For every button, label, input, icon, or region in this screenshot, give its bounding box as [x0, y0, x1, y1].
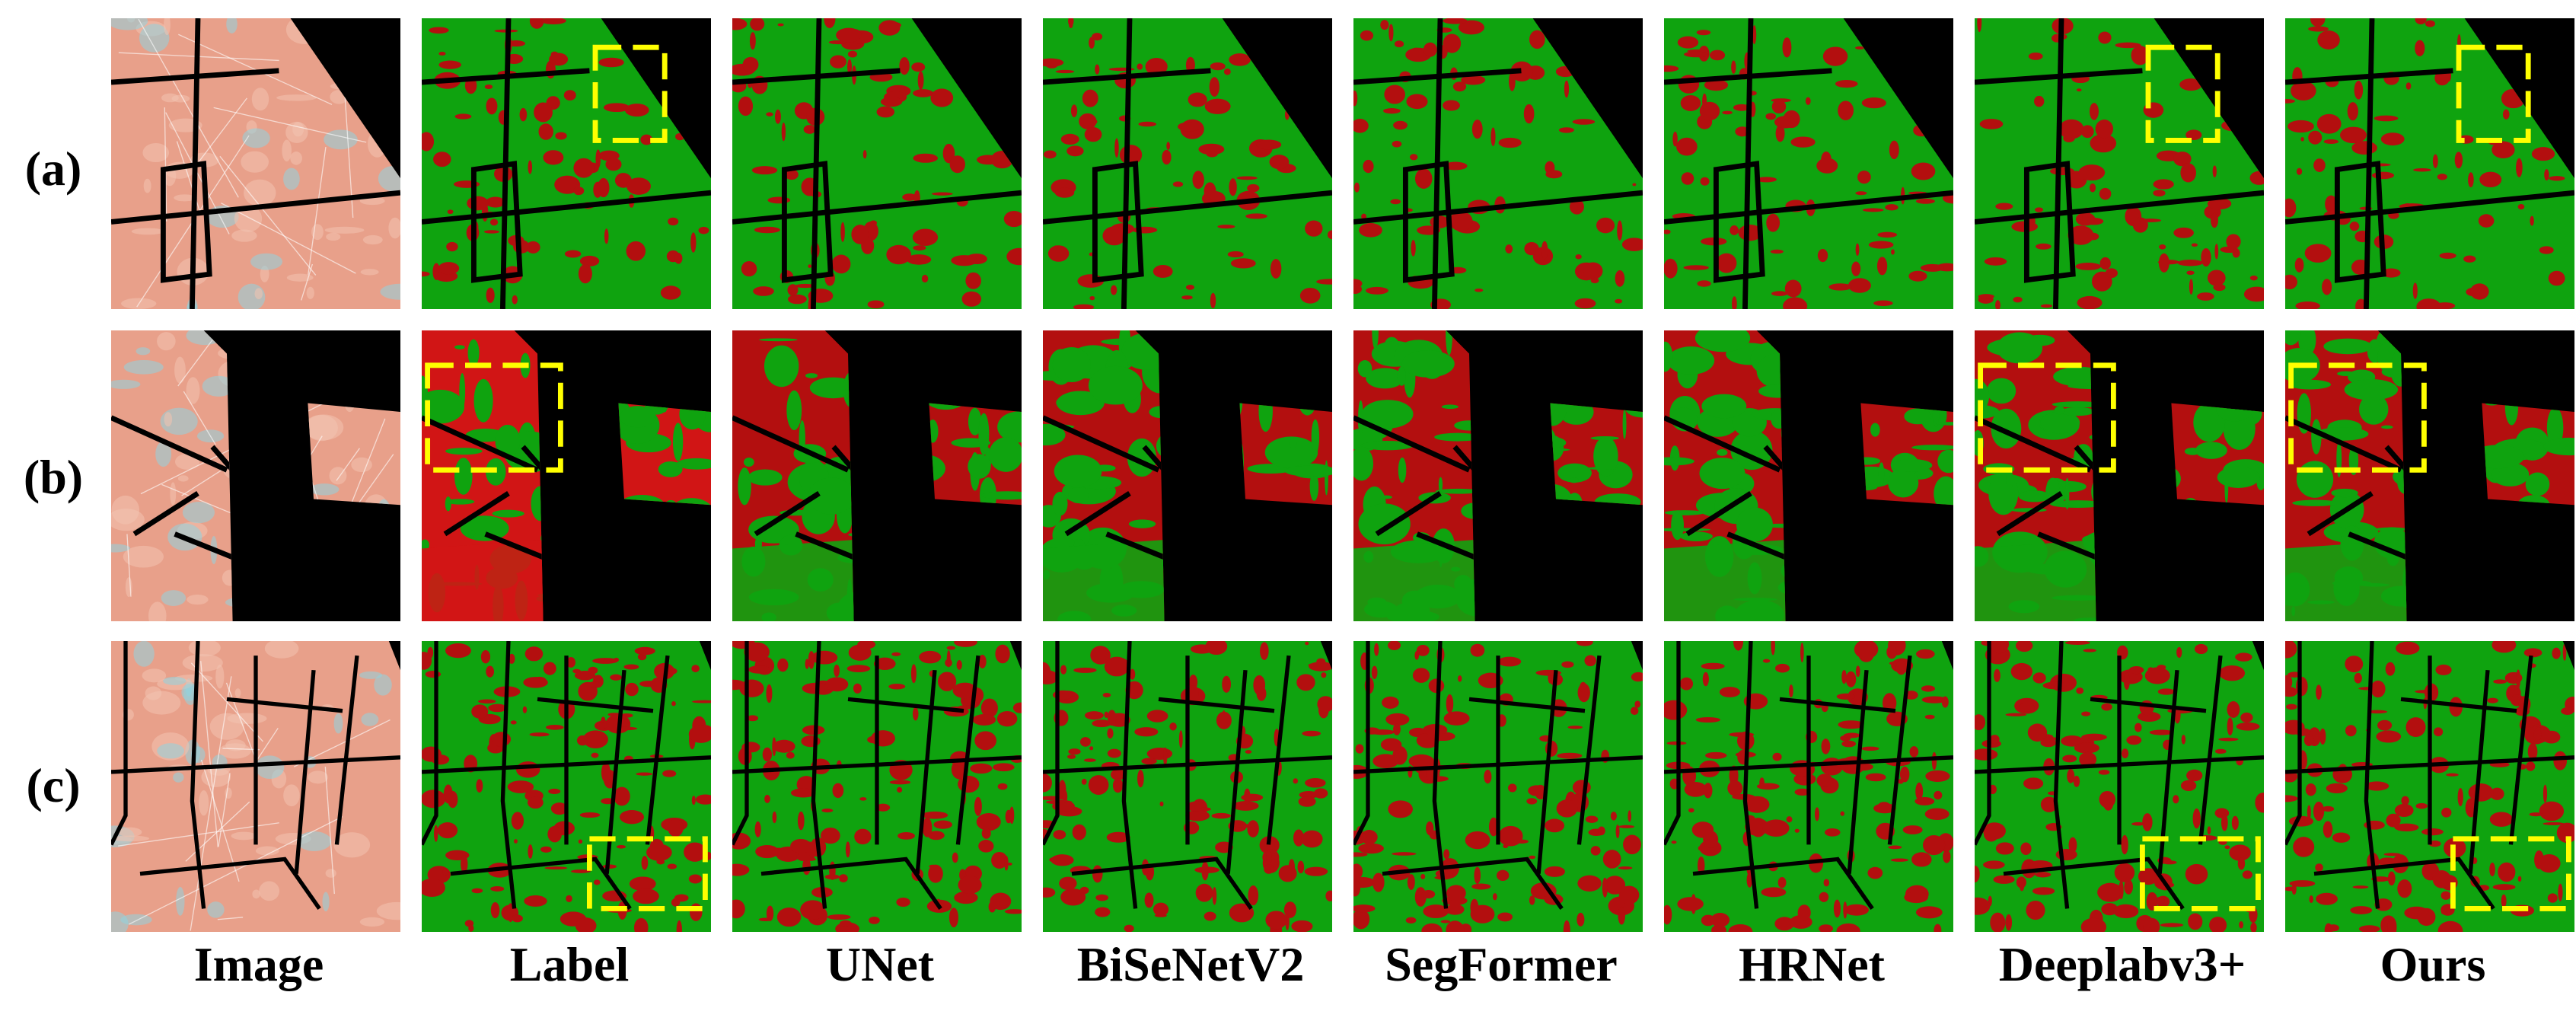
- panel-c-segformer: [1353, 641, 1643, 932]
- highlight-box: [1978, 362, 2116, 473]
- panel-graphic: [111, 18, 400, 309]
- panel-graphic: [732, 641, 1022, 932]
- panel-graphic: [2285, 18, 2574, 309]
- panel-graphic: [1975, 18, 2264, 309]
- col-label-bisenetv2: BiSeNetV2: [1076, 937, 1305, 991]
- panel-b-ours: [2285, 330, 2574, 621]
- panel-c-image: [111, 641, 400, 932]
- col-label-hrnet: HRNet: [1739, 937, 1885, 991]
- panel-graphic: [2285, 330, 2574, 621]
- col-label-segformer: SegFormer: [1385, 937, 1618, 991]
- panel-graphic: [111, 330, 400, 621]
- panel-b-label: [422, 330, 711, 621]
- highlight-box: [2145, 44, 2221, 143]
- panel-c-hrnet: [1664, 641, 1953, 932]
- panel-graphic: [1043, 641, 1332, 932]
- col-label-unet: UNet: [825, 937, 935, 991]
- panel-graphic: [111, 641, 400, 932]
- panel-c-ours: [2285, 641, 2574, 932]
- highlight-box: [2288, 362, 2427, 473]
- panel-graphic: [422, 641, 711, 932]
- panel-graphic: [1664, 641, 1953, 932]
- row-label-c: (c): [26, 758, 81, 812]
- panel-a-ours: [2285, 18, 2574, 309]
- panel-graphic: [1664, 330, 1953, 621]
- panel-a-label: [422, 18, 711, 309]
- row-label-a: (a): [24, 142, 82, 196]
- panel-graphic: [422, 330, 711, 621]
- panel-a-hrnet: [1664, 18, 1953, 309]
- panel-graphic: [1353, 18, 1643, 309]
- panel-b-image: [111, 330, 400, 621]
- panel-b-bisenetv2: [1043, 330, 1332, 621]
- row-label-b: (b): [23, 450, 84, 504]
- panel-a-unet: [732, 18, 1022, 309]
- panel-graphic: [1975, 641, 2264, 932]
- panel-graphic: [1043, 330, 1332, 621]
- highlight-box: [425, 362, 563, 473]
- panel-a-bisenetv2: [1043, 18, 1332, 309]
- panel-graphic: [422, 18, 711, 309]
- panel-graphic: [1353, 330, 1643, 621]
- panel-c-deeplabv3: [1975, 641, 2264, 932]
- panel-b-deeplabv3: [1975, 330, 2264, 621]
- col-label-label: Label: [509, 937, 630, 991]
- panel-b-hrnet: [1664, 330, 1953, 621]
- panel-graphic: [1664, 18, 1953, 309]
- panel-graphic: [1043, 18, 1332, 309]
- panel-c-unet: [732, 641, 1022, 932]
- panel-a-image: [111, 18, 400, 309]
- panel-a-deeplabv3: [1975, 18, 2264, 309]
- col-label-ours: Ours: [2380, 937, 2486, 991]
- panel-b-segformer: [1353, 330, 1643, 621]
- col-label-image: Image: [193, 937, 324, 991]
- panel-graphic: [1353, 641, 1643, 932]
- col-label-deeplabv3plus: Deeplabv3+: [1998, 937, 2246, 991]
- panel-c-label: [422, 641, 711, 932]
- highlight-box: [592, 44, 668, 143]
- panel-graphic: [732, 330, 1022, 621]
- panel-c-bisenetv2: [1043, 641, 1332, 932]
- panel-a-segformer: [1353, 18, 1643, 309]
- panel-graphic: [1975, 330, 2264, 621]
- panel-graphic: [2285, 641, 2574, 932]
- panel-b-unet: [732, 330, 1022, 621]
- highlight-box: [2456, 44, 2531, 143]
- panel-graphic: [732, 18, 1022, 309]
